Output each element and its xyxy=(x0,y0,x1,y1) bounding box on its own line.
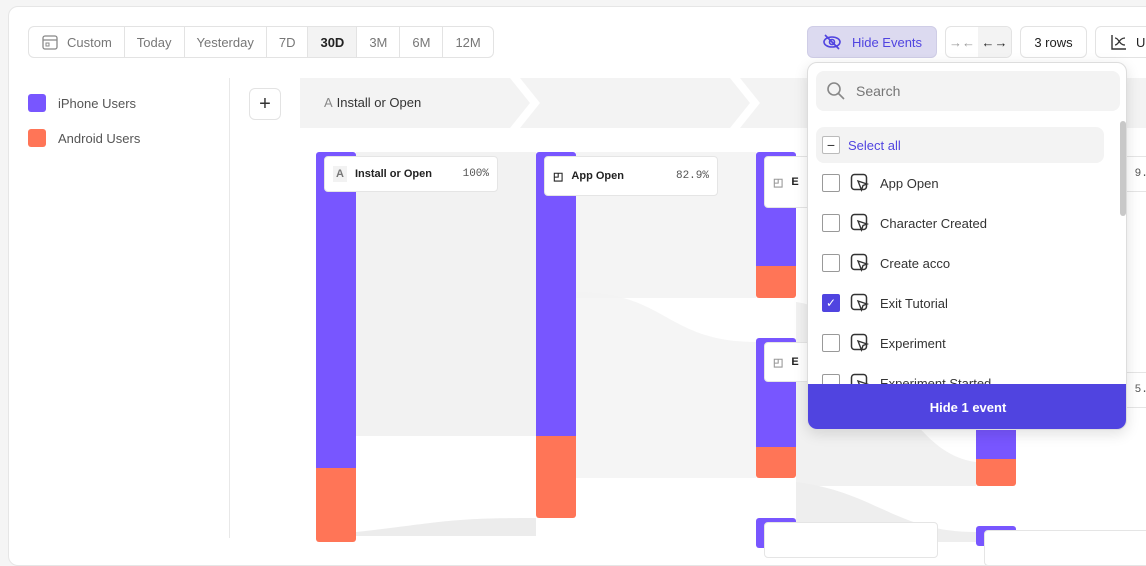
date-6m[interactable]: 6M xyxy=(400,27,444,57)
search-field[interactable] xyxy=(856,83,1076,99)
node-bar-install[interactable] xyxy=(316,152,356,542)
legend-android[interactable]: Android Users xyxy=(28,129,140,147)
search-icon xyxy=(827,82,845,100)
event-checkbox[interactable] xyxy=(822,254,840,272)
rows-button[interactable]: 3 rows xyxy=(1020,26,1087,58)
date-3m[interactable]: 3M xyxy=(357,27,401,57)
date-7d[interactable]: 7D xyxy=(267,27,309,57)
date-custom[interactable]: Custom xyxy=(29,27,125,57)
search-input[interactable] xyxy=(816,71,1120,111)
cursor-click-icon xyxy=(850,333,870,353)
date-today[interactable]: Today xyxy=(125,27,185,57)
letter-a-icon: A xyxy=(333,166,347,182)
calendar-icon xyxy=(42,35,58,50)
legend-swatch xyxy=(28,129,46,147)
legend: iPhone Users Android Users xyxy=(28,94,140,147)
chart-icon xyxy=(1111,35,1126,50)
select-all-row[interactable]: − Select all xyxy=(816,127,1104,163)
divider xyxy=(229,78,230,538)
cursor-click-icon: ◰ xyxy=(553,170,564,183)
legend-iphone[interactable]: iPhone Users xyxy=(28,94,140,112)
event-option[interactable]: Create acco xyxy=(822,251,950,275)
cursor-click-icon xyxy=(850,213,870,233)
step-1-label[interactable]: A Install or Open xyxy=(324,95,422,110)
hide-events-dropdown: −Select all App Open Character Created Cre… xyxy=(807,62,1127,430)
select-all-checkbox[interactable]: − xyxy=(822,136,840,154)
hide-events-submit-button[interactable]: Hide 1 event xyxy=(808,384,1126,429)
cursor-click-icon: ◰ xyxy=(773,176,784,189)
date-yesterday[interactable]: Yesterday xyxy=(185,27,267,57)
event-checkbox[interactable]: ✓ xyxy=(822,294,840,312)
event-option[interactable]: Character Created xyxy=(822,211,987,235)
node-card-install[interactable]: A Install or Open 100% xyxy=(324,156,498,192)
node-card-app-open[interactable]: ◰ App Open 82.9% xyxy=(544,156,718,196)
event-checkbox[interactable] xyxy=(822,334,840,352)
event-option[interactable]: App Open xyxy=(822,171,939,195)
event-checkbox[interactable] xyxy=(822,214,840,232)
node-card[interactable] xyxy=(764,522,938,558)
legend-swatch xyxy=(28,94,46,112)
add-step-button[interactable]: + xyxy=(249,88,281,120)
hide-events-button[interactable]: Hide Events xyxy=(807,26,937,58)
date-range-picker: Custom Today Yesterday 7D 30D 3M 6M 12M xyxy=(28,26,494,58)
date-30d[interactable]: 30D xyxy=(308,27,358,57)
chart-type-button[interactable]: U xyxy=(1095,26,1146,58)
cursor-click-icon: ◰ xyxy=(773,356,784,369)
cursor-click-icon xyxy=(850,253,870,273)
collapse-icon[interactable]: →← xyxy=(949,34,975,50)
cursor-click-icon xyxy=(850,173,870,193)
node-bar-app-open[interactable] xyxy=(536,152,576,518)
event-option[interactable]: Experiment xyxy=(822,331,946,355)
date-12m[interactable]: 12M xyxy=(455,34,481,50)
scrollbar[interactable] xyxy=(1120,121,1126,216)
eye-off-icon xyxy=(823,34,841,50)
event-checkbox[interactable] xyxy=(822,174,840,192)
node-card[interactable] xyxy=(984,530,1146,566)
event-option[interactable]: ✓ Exit Tutorial xyxy=(822,291,948,315)
expand-icon[interactable]: ←→ xyxy=(978,27,1011,57)
cursor-click-icon xyxy=(850,293,870,313)
collapse-expand-toggle: →← ←→ xyxy=(945,26,1012,58)
